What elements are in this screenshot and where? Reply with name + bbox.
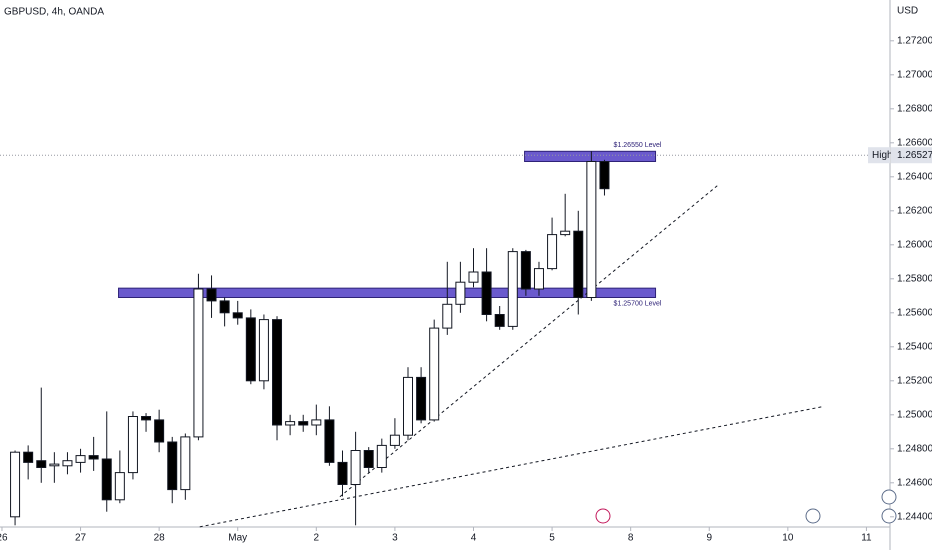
chart-title: GBPUSD, 4h, OANDA [4,7,104,18]
candle-body [62,460,73,467]
candle-body [36,460,47,469]
event-icon[interactable] [881,508,897,524]
candle-body [141,416,152,421]
event-icon[interactable] [595,508,611,524]
price-line-name: High [872,150,893,161]
candle-body [127,416,138,474]
event-icon[interactable] [881,489,897,505]
x-tick-label: 9 [706,533,712,544]
y-tick-label: 1.26400 [897,171,932,182]
candle-body [49,463,60,467]
event-icon[interactable] [805,508,821,524]
trendline [339,184,719,498]
candle-body [429,327,440,421]
x-tick-label: 11 [861,533,872,544]
candle-body [350,450,361,485]
x-tick-label: 2 [314,533,320,544]
x-tick-label: 8 [628,533,634,544]
currency-label: USD [897,6,918,17]
y-tick-label: 1.25200 [897,375,932,386]
candle-body [455,281,466,305]
y-tick-label: 1.27000 [897,69,932,80]
candle-body [101,458,112,501]
candle-body [389,434,400,446]
candle-body [23,451,34,463]
candle-body [337,461,348,485]
candle-body [376,444,387,468]
candle-body [285,421,296,426]
candle-body [560,230,571,236]
candle-body [88,455,99,460]
candle-body [219,300,230,314]
y-tick-label: 1.26800 [897,103,932,114]
x-tick-label: 27 [75,533,87,544]
y-tick-label: 1.26600 [897,137,932,148]
candle-body [298,421,309,426]
x-tick-label: May [228,533,247,544]
level-zone [118,287,657,298]
level-label: $1.26550 Level [614,142,662,149]
candle-body [324,419,335,463]
y-tick-label: 1.25400 [897,341,932,352]
candle-body [75,455,86,463]
level-zone [524,150,657,163]
candle-body [442,303,453,329]
candle-body [586,161,597,298]
y-tick-label: 1.26200 [897,205,932,216]
trendline [199,406,822,528]
candle-body [245,317,256,382]
candle-body [180,436,191,491]
candle-body [520,251,531,290]
x-tick-label: 28 [154,533,166,544]
y-tick-label: 1.27200 [897,35,932,46]
candle-body [154,419,165,443]
candle-body [232,312,243,319]
candle-body [507,251,518,327]
candle-body [311,419,322,426]
price-line-label: 1.26527 [897,150,932,161]
y-tick-label: 1.24800 [897,443,932,454]
candle-body [363,450,374,468]
x-tick-label: 10 [782,533,794,544]
y-tick-label: 1.25800 [897,273,932,284]
x-tick-label: 26 [0,533,8,544]
y-tick-label: 1.24400 [897,511,932,522]
candle-body [494,314,505,327]
candle-body [167,441,178,491]
price-line-name-box [868,147,890,164]
candle-body [533,268,544,290]
candle-body [468,271,479,283]
x-tick-label: 5 [549,533,555,544]
candle-body [573,230,584,298]
candle-body [114,472,125,501]
y-tick-label: 1.25000 [897,409,932,420]
candle-body [547,234,558,270]
candle-body [416,376,427,421]
y-tick-label: 1.24600 [897,477,932,488]
candle-body [206,288,217,302]
x-tick-label: 3 [392,533,398,544]
event-icons[interactable] [595,489,897,524]
level-label: $1.25700 Level [614,300,662,307]
candle-body [272,319,283,426]
candle-body [258,319,269,382]
candle-body [402,376,413,436]
x-tick-label: 4 [471,533,477,544]
candle-body [193,288,204,438]
candle-body [481,271,492,315]
candle-body [599,161,610,190]
y-tick-label: 1.25600 [897,307,932,318]
candle-body [10,451,21,518]
y-tick-label: 1.26000 [897,239,932,250]
price-line-label-box [891,147,932,164]
